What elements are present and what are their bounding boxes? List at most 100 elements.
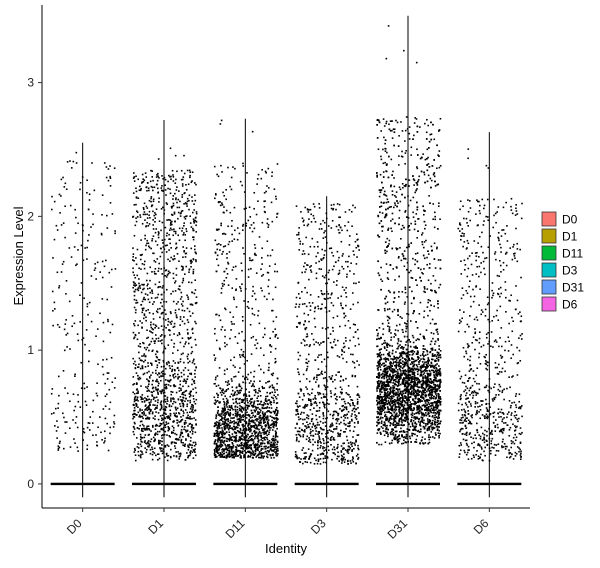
data-point: [164, 430, 167, 433]
data-point: [175, 437, 178, 440]
data-point: [318, 435, 320, 437]
data-point: [243, 394, 245, 397]
data-point: [113, 422, 116, 425]
data-point: [191, 423, 193, 426]
data-point: [158, 286, 160, 288]
data-point: [146, 399, 149, 401]
data-point: [213, 454, 216, 457]
data-point: [277, 449, 279, 452]
data-point: [133, 298, 136, 301]
data-point: [171, 425, 174, 428]
data-point: [262, 416, 265, 419]
data-point: [228, 435, 231, 437]
data-point: [255, 272, 258, 274]
data-point: [347, 347, 350, 350]
data-point: [315, 381, 317, 383]
data-point: [195, 183, 197, 186]
data-point: [221, 285, 224, 287]
data-point: [236, 414, 239, 417]
data-point: [175, 451, 177, 453]
data-point: [267, 285, 270, 288]
data-point: [242, 355, 245, 358]
data-point: [276, 409, 279, 412]
data-point: [150, 340, 153, 343]
data-point: [230, 176, 233, 179]
data-point: [191, 451, 194, 453]
data-point: [227, 453, 229, 456]
data-point: [172, 326, 175, 328]
data-point: [141, 283, 143, 286]
data-point: [214, 453, 217, 456]
data-point: [141, 359, 143, 362]
data-point: [178, 421, 181, 423]
data-point: [229, 395, 232, 398]
data-point: [176, 334, 179, 337]
data-point: [134, 422, 136, 425]
data-point: [225, 276, 228, 279]
data-point: [157, 384, 160, 387]
data-point: [219, 418, 222, 421]
data-point: [299, 461, 302, 463]
data-point: [179, 405, 182, 408]
data-point: [109, 185, 112, 187]
data-point: [111, 381, 114, 384]
data-point: [153, 259, 156, 262]
x-tick-label-d1: D1: [145, 516, 166, 537]
data-point: [220, 443, 223, 446]
data-point: [251, 439, 253, 442]
data-point: [348, 244, 351, 246]
data-point: [160, 392, 163, 395]
data-point: [246, 398, 248, 400]
data-point: [309, 438, 311, 441]
data-point: [141, 307, 144, 310]
data-point: [139, 258, 142, 261]
data-point: [156, 244, 159, 246]
data-point: [223, 402, 226, 404]
data-point: [258, 451, 261, 453]
data-point: [153, 301, 155, 303]
data-point: [139, 320, 141, 322]
data-point: [295, 438, 298, 441]
data-point: [225, 422, 228, 425]
data-point: [346, 273, 348, 276]
data-point: [276, 406, 278, 409]
data-point: [187, 435, 190, 438]
data-point: [236, 393, 238, 396]
data-point: [69, 446, 72, 448]
data-point: [147, 225, 150, 227]
data-point: [247, 414, 249, 416]
data-point: [340, 295, 343, 298]
data-point: [164, 384, 167, 386]
data-point: [156, 433, 159, 436]
data-point: [271, 419, 273, 422]
data-point: [251, 130, 254, 133]
data-point: [220, 394, 223, 396]
data-point: [265, 407, 268, 409]
data-point: [357, 458, 359, 460]
data-point: [181, 432, 184, 435]
data-point: [297, 281, 300, 284]
data-point: [183, 423, 186, 426]
data-point: [171, 365, 174, 367]
data-point: [232, 435, 234, 438]
data-point: [346, 393, 349, 396]
data-point: [321, 401, 324, 404]
data-point: [170, 178, 172, 181]
data-point: [137, 366, 140, 368]
data-point: [356, 394, 358, 396]
data-point: [174, 257, 176, 260]
data-point: [250, 448, 253, 451]
data-point: [152, 189, 154, 192]
data-point: [146, 207, 149, 209]
data-point: [159, 448, 162, 450]
data-point: [149, 216, 151, 219]
data-point: [336, 457, 338, 460]
data-point: [304, 286, 306, 289]
data-point: [138, 332, 140, 334]
data-point: [323, 384, 326, 387]
data-point: [325, 328, 327, 330]
data-point: [226, 253, 228, 255]
data-point: [148, 412, 151, 415]
y-tick-label: 0: [27, 477, 34, 491]
data-point: [352, 436, 354, 438]
